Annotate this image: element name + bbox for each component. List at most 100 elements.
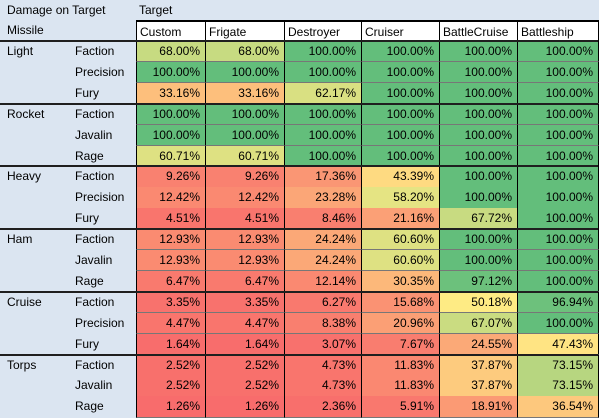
table-cell[interactable]: 23.28% bbox=[284, 187, 362, 209]
table-cell[interactable]: 100.00% bbox=[517, 124, 599, 146]
table-cell[interactable]: 7.67% bbox=[361, 333, 440, 355]
table-cell[interactable]: 100.00% bbox=[517, 103, 599, 126]
table-cell[interactable]: 100.00% bbox=[517, 270, 599, 293]
table-cell[interactable]: 100.00% bbox=[361, 82, 440, 105]
table-cell[interactable]: 6.47% bbox=[136, 270, 206, 293]
table-cell[interactable]: 6.27% bbox=[284, 291, 362, 314]
table-cell[interactable]: 68.00% bbox=[205, 41, 285, 63]
row-type-label[interactable]: Fury bbox=[75, 211, 99, 226]
table-cell[interactable]: 4.47% bbox=[205, 312, 285, 335]
table-cell[interactable]: 100.00% bbox=[205, 124, 285, 146]
table-cell[interactable]: 1.26% bbox=[136, 396, 206, 418]
table-cell[interactable]: 4.51% bbox=[136, 208, 206, 230]
group-label-ham[interactable]: Ham bbox=[7, 232, 33, 247]
table-cell[interactable]: 100.00% bbox=[136, 124, 206, 146]
table-cell[interactable]: 20.96% bbox=[361, 312, 440, 335]
table-cell[interactable]: 67.72% bbox=[439, 208, 518, 230]
table-cell[interactable]: 4.73% bbox=[284, 354, 362, 376]
column-header-battleship[interactable]: Battleship bbox=[517, 20, 599, 42]
group-label-torps[interactable]: Torps bbox=[7, 357, 37, 372]
table-cell[interactable]: 1.64% bbox=[136, 333, 206, 355]
table-cell[interactable]: 1.26% bbox=[205, 396, 285, 418]
row-type-label[interactable]: Fury bbox=[75, 85, 99, 100]
row-type-label[interactable]: Fury bbox=[75, 336, 99, 351]
table-cell[interactable]: 2.52% bbox=[136, 354, 206, 376]
table-cell[interactable]: 100.00% bbox=[439, 166, 518, 188]
table-cell[interactable]: 8.46% bbox=[284, 208, 362, 230]
table-cell[interactable]: 50.18% bbox=[439, 291, 518, 314]
group-label-heavy[interactable]: Heavy bbox=[7, 169, 42, 184]
table-cell[interactable]: 100.00% bbox=[517, 312, 599, 335]
table-cell[interactable]: 37.87% bbox=[439, 354, 518, 376]
table-cell[interactable]: 4.51% bbox=[205, 208, 285, 230]
row-type-label[interactable]: Faction bbox=[75, 294, 115, 309]
table-cell[interactable]: 4.73% bbox=[284, 375, 362, 397]
table-cell[interactable]: 100.00% bbox=[284, 61, 362, 84]
table-cell[interactable]: 62.17% bbox=[284, 82, 362, 105]
table-cell[interactable]: 100.00% bbox=[284, 41, 362, 63]
table-cell[interactable]: 37.87% bbox=[439, 375, 518, 397]
row-type-label[interactable]: Rage bbox=[75, 148, 104, 163]
table-cell[interactable]: 12.42% bbox=[205, 187, 285, 209]
column-header-cruiser[interactable]: Cruiser bbox=[361, 20, 440, 42]
group-label-cruise[interactable]: Cruise bbox=[7, 294, 42, 309]
table-cell[interactable]: 9.26% bbox=[136, 166, 206, 188]
table-cell[interactable]: 100.00% bbox=[439, 124, 518, 146]
table-cell[interactable]: 11.83% bbox=[361, 375, 440, 397]
table-cell[interactable]: 100.00% bbox=[439, 229, 518, 251]
table-cell[interactable]: 3.07% bbox=[284, 333, 362, 355]
table-cell[interactable]: 100.00% bbox=[517, 187, 599, 209]
table-cell[interactable]: 33.16% bbox=[205, 82, 285, 105]
table-cell[interactable]: 9.26% bbox=[205, 166, 285, 188]
table-cell[interactable]: 100.00% bbox=[439, 187, 518, 209]
missile-label[interactable]: Missile bbox=[7, 23, 44, 37]
table-cell[interactable]: 43.39% bbox=[361, 166, 440, 188]
table-cell[interactable]: 60.71% bbox=[205, 145, 285, 167]
table-cell[interactable]: 96.94% bbox=[517, 291, 599, 314]
table-cell[interactable]: 73.15% bbox=[517, 354, 599, 376]
table-cell[interactable]: 60.60% bbox=[361, 229, 440, 251]
row-type-label[interactable]: Precision bbox=[75, 315, 125, 330]
table-cell[interactable]: 100.00% bbox=[439, 41, 518, 63]
row-type-label[interactable]: Rage bbox=[75, 273, 104, 288]
row-type-label[interactable]: Javalin bbox=[75, 378, 113, 393]
table-cell[interactable]: 100.00% bbox=[284, 124, 362, 146]
row-type-label[interactable]: Rage bbox=[75, 399, 104, 414]
row-type-label[interactable]: Faction bbox=[75, 232, 115, 247]
column-header-custom[interactable]: Custom bbox=[136, 20, 206, 42]
group-label-light[interactable]: Light bbox=[7, 44, 34, 58]
table-cell[interactable]: 97.12% bbox=[439, 270, 518, 293]
table-cell[interactable]: 100.00% bbox=[361, 145, 440, 167]
table-cell[interactable]: 3.35% bbox=[205, 291, 285, 314]
table-cell[interactable]: 60.71% bbox=[136, 145, 206, 167]
table-cell[interactable]: 12.93% bbox=[205, 250, 285, 272]
table-cell[interactable]: 100.00% bbox=[517, 61, 599, 84]
table-cell[interactable]: 33.16% bbox=[136, 82, 206, 105]
table-cell[interactable]: 24.24% bbox=[284, 229, 362, 251]
table-cell[interactable]: 2.52% bbox=[136, 375, 206, 397]
table-cell[interactable]: 6.47% bbox=[205, 270, 285, 293]
table-cell[interactable]: 5.91% bbox=[361, 396, 440, 418]
group-label-rocket[interactable]: Rocket bbox=[7, 106, 45, 121]
table-cell[interactable]: 60.60% bbox=[361, 250, 440, 272]
row-type-label[interactable]: Faction bbox=[75, 106, 115, 121]
row-type-label[interactable]: Precision bbox=[75, 64, 125, 79]
table-cell[interactable]: 17.36% bbox=[284, 166, 362, 188]
table-cell[interactable]: 8.38% bbox=[284, 312, 362, 335]
table-cell[interactable]: 4.47% bbox=[136, 312, 206, 335]
table-cell[interactable]: 100.00% bbox=[136, 103, 206, 126]
table-cell[interactable]: 100.00% bbox=[361, 103, 440, 126]
table-cell[interactable]: 68.00% bbox=[136, 41, 206, 63]
table-cell[interactable]: 12.42% bbox=[136, 187, 206, 209]
table-cell[interactable]: 100.00% bbox=[439, 61, 518, 84]
table-cell[interactable]: 100.00% bbox=[517, 145, 599, 167]
table-cell[interactable]: 100.00% bbox=[517, 208, 599, 230]
table-cell[interactable]: 100.00% bbox=[361, 61, 440, 84]
table-cell[interactable]: 47.43% bbox=[517, 333, 599, 355]
table-cell[interactable]: 100.00% bbox=[284, 145, 362, 167]
corner-label[interactable]: Damage on Target bbox=[7, 3, 106, 17]
table-cell[interactable]: 100.00% bbox=[439, 250, 518, 272]
row-type-label[interactable]: Faction bbox=[75, 169, 115, 184]
table-cell[interactable]: 100.00% bbox=[205, 61, 285, 84]
table-cell[interactable]: 100.00% bbox=[517, 250, 599, 272]
